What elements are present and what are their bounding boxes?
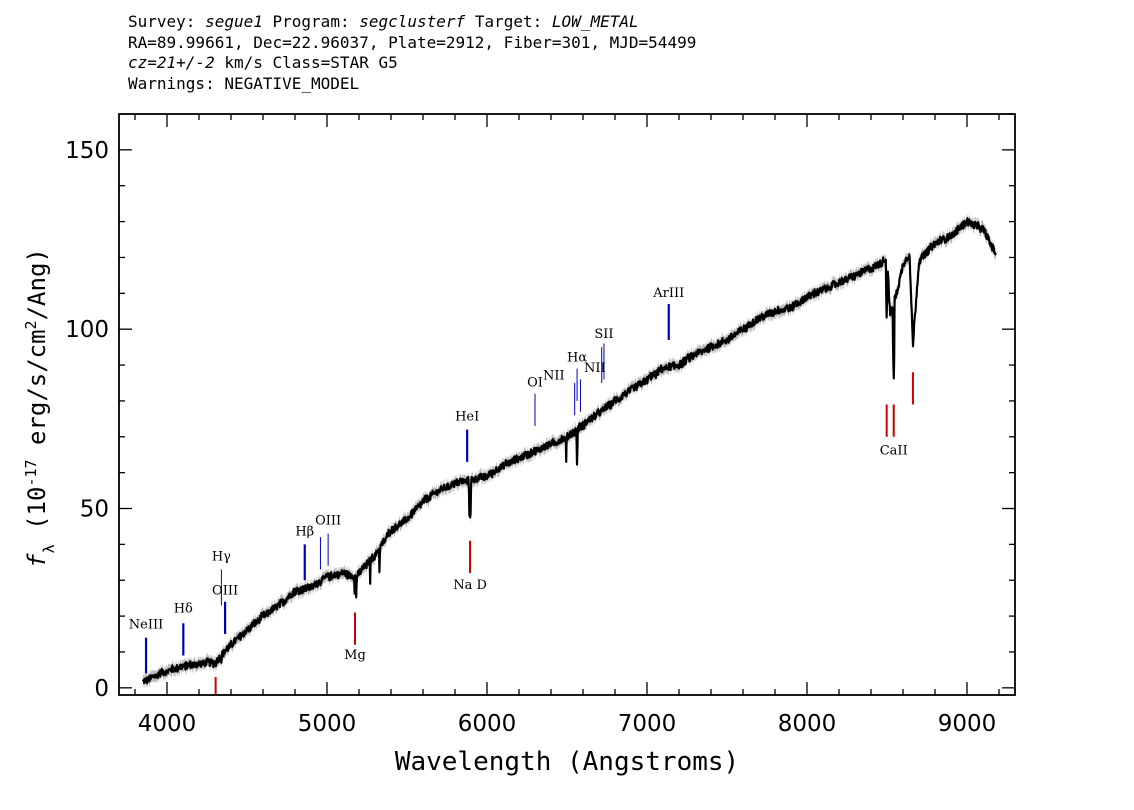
x-axis-label: Wavelength (Angstroms) <box>395 747 739 777</box>
emission-line-label: HeI <box>455 410 479 425</box>
survey-label: Survey: <box>128 12 196 31</box>
spectrum-header: Survey: segue1 Program: segclusterf Targ… <box>128 12 696 94</box>
header-line-coordinates: RA=89.99661, Dec=22.96037, Plate=2912, F… <box>128 32 697 52</box>
y-axis-label-subscript: λ <box>40 544 58 553</box>
y-tick-label: 100 <box>65 317 109 343</box>
y-axis-label-superscript: -17 <box>22 459 40 486</box>
emission-line-label: Hδ <box>174 602 193 617</box>
header-line-warnings: Warnings: NEGATIVE_MODEL <box>128 73 360 93</box>
emission-line-label: OI <box>527 376 543 391</box>
x-tick-label: 5000 <box>298 711 357 737</box>
error-band <box>143 212 996 689</box>
y-axis-label-text: f <box>23 553 51 568</box>
program-value: segclusterf <box>359 12 466 31</box>
survey-value: segue1 <box>205 12 263 31</box>
cz-class: km/s Class=STAR G5 <box>214 53 398 72</box>
error-band-layer <box>143 212 996 689</box>
y-tick-label: 150 <box>65 138 109 164</box>
emission-line-label: Hγ <box>212 550 231 565</box>
spectrum-line <box>141 217 997 685</box>
y-axis-label-superscript: 2 <box>22 320 40 329</box>
emission-line-label: Hα <box>567 350 587 365</box>
emission-line-label: SII <box>594 327 613 342</box>
absorption-line-label: Na D <box>453 578 487 593</box>
x-tick-label: 7000 <box>618 711 677 737</box>
plot-frame <box>118 113 1016 696</box>
cz-value: cz=21+/-2 <box>128 53 215 72</box>
y-axis-label-text: (10 <box>23 487 51 545</box>
absorption-line-label: CaII <box>880 444 908 459</box>
y-tick-label: 50 <box>80 497 109 523</box>
x-tick-label: 4000 <box>138 711 197 737</box>
absorption-line-label: Mg <box>344 648 366 663</box>
target-label: Target: <box>474 12 543 31</box>
emission-line-label: ArIII <box>652 286 684 301</box>
header-line-survey: Survey: segue1 Program: segclusterf Targ… <box>128 12 696 33</box>
header-line-redshift: cz=21+/-2 km/s Class=STAR G5 <box>128 53 696 74</box>
emission-line-label: OIII <box>212 584 238 599</box>
x-tick-label: 6000 <box>458 711 517 737</box>
axis-ticks-layer: 4000 5000 6000 7000 8000 9000 0 50 100 150 <box>65 113 1015 737</box>
y-axis-label-text: /Ang) <box>23 248 51 320</box>
y-axis-label: fλ (10-17 erg/s/cm2/Ang) <box>22 248 58 568</box>
x-tick-label: 9000 <box>938 711 997 737</box>
y-axis-label-text: erg/s/cm <box>23 329 51 459</box>
emission-line-label: Hβ <box>295 524 314 539</box>
emission-line-label: NII <box>543 368 565 383</box>
emission-line-label: NII <box>584 361 606 376</box>
target-value: LOW_METAL <box>551 12 639 31</box>
x-tick-label: 8000 <box>778 711 837 737</box>
spectrum-layer <box>141 217 997 685</box>
y-tick-label: 0 <box>94 676 109 702</box>
emission-line-label: OIII <box>315 514 341 529</box>
emission-line-label: NeIII <box>129 618 163 633</box>
program-label: Program: <box>272 12 350 31</box>
